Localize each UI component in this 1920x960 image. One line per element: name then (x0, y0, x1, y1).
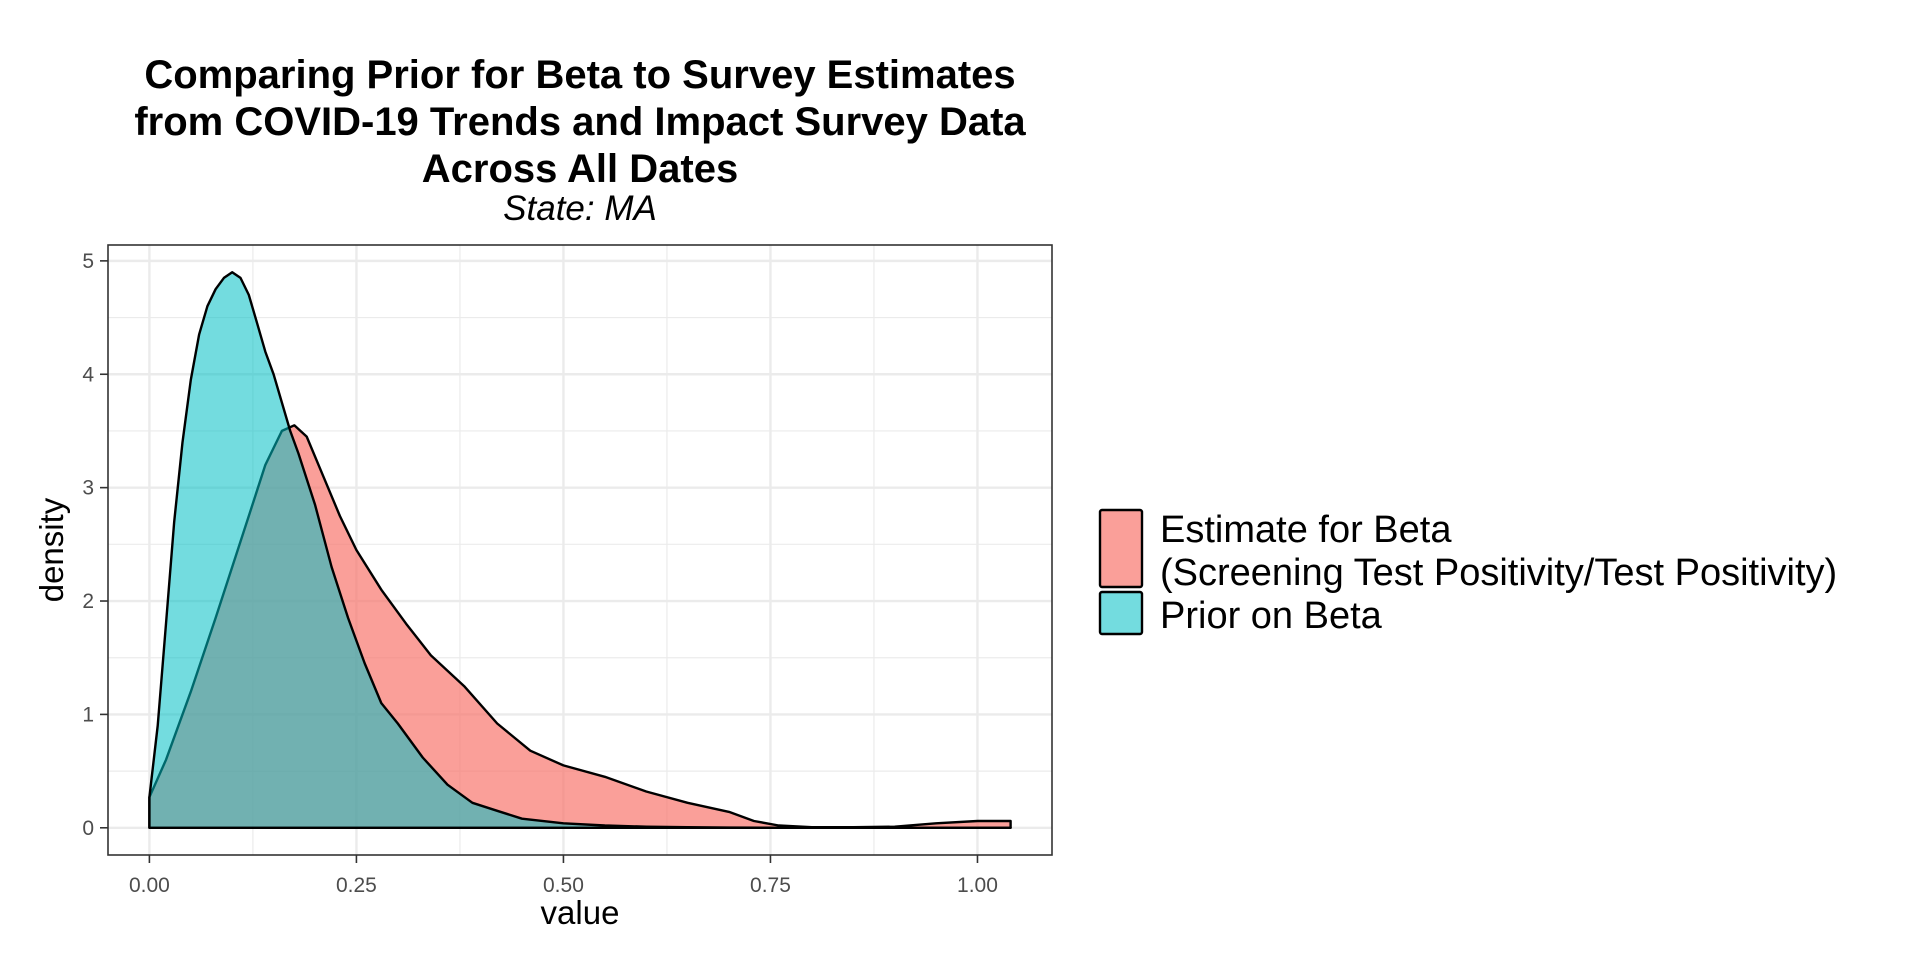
chart-subtitle: State: MA (503, 189, 657, 228)
panel-border (107, 244, 1053, 856)
y-tick-label: 5 (82, 250, 94, 273)
x-tick-label: 0.50 (543, 874, 584, 897)
y-tick-label: 0 (82, 817, 94, 840)
chart-title-line-2: from COVID-19 Trends and Impact Survey D… (134, 100, 1026, 144)
legend: Estimate for Beta (Screening Test Positi… (1098, 508, 1837, 637)
y-axis-title: density (33, 497, 70, 602)
y-tick-label: 1 (82, 703, 94, 726)
density-area-prior (148, 271, 1012, 829)
x-tick-label: 0.25 (336, 874, 377, 897)
y-axis: 0 1 2 3 4 5 (82, 250, 108, 840)
y-tick-label: 2 (82, 590, 94, 613)
legend-label-estimate-line-1: Estimate for Beta (1160, 509, 1452, 551)
x-tick-label: 0.75 (750, 874, 791, 897)
chart-title: Comparing Prior for Beta to Survey Estim… (134, 53, 1026, 191)
legend-label-prior: Prior on Beta (1160, 595, 1383, 637)
chart-title-line-1: Comparing Prior for Beta to Survey Estim… (144, 53, 1015, 97)
y-tick-label: 3 (82, 477, 94, 500)
x-tick-label: 0.00 (129, 874, 170, 897)
density-areas (148, 271, 1012, 829)
y-tick-label: 4 (82, 363, 94, 386)
legend-key-prior (1098, 590, 1144, 636)
legend-key-estimate (1098, 508, 1144, 589)
x-axis: 0.00 0.25 0.50 0.75 1.00 (129, 855, 998, 897)
chart-title-line-3: Across All Dates (422, 147, 738, 191)
x-axis-title: value (541, 894, 620, 931)
x-tick-label: 1.00 (957, 874, 998, 897)
legend-label-estimate-line-2: (Screening Test Positivity/Test Positivi… (1160, 552, 1837, 594)
